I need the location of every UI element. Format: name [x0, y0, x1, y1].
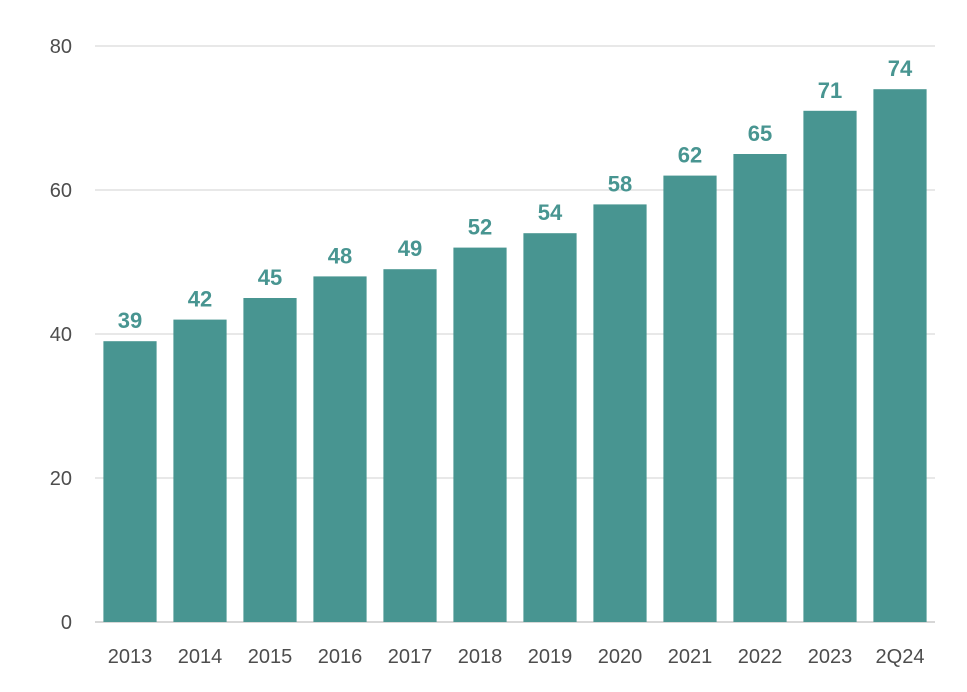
data-label: 49	[398, 236, 422, 261]
x-tick-label: 2023	[808, 646, 853, 668]
x-tick-label: 2022	[738, 646, 783, 668]
bar	[803, 110, 857, 623]
data-label: 52	[468, 215, 492, 240]
data-label: 74	[888, 56, 913, 81]
gridlines	[95, 45, 935, 623]
bar	[663, 175, 717, 622]
bar	[313, 276, 367, 622]
bar	[453, 247, 507, 622]
bar	[593, 204, 647, 622]
x-tick-label: 2021	[668, 646, 713, 668]
data-label: 48	[328, 243, 352, 268]
data-label: 71	[818, 78, 842, 103]
x-tick-label: 2016	[318, 646, 363, 668]
y-tick-label: 60	[50, 180, 72, 202]
x-tick-label: 2015	[248, 646, 293, 668]
bar	[173, 319, 227, 622]
bar	[383, 269, 437, 622]
bar	[873, 89, 927, 622]
data-label: 45	[258, 265, 282, 290]
x-axis-tick-labels: 2013 2014 2015 2016 2017 2018 2019 2020 2021 2022…	[108, 646, 925, 668]
y-tick-label: 20	[50, 468, 72, 490]
data-label: 58	[608, 171, 632, 196]
y-tick-label: 40	[50, 324, 72, 346]
data-labels: 39 42 45 48 49 52 54 58 62 65 71 74	[118, 56, 913, 333]
data-label: 42	[188, 287, 212, 312]
data-label: 39	[118, 308, 142, 333]
x-tick-label: 2014	[178, 646, 223, 668]
bar	[733, 154, 787, 622]
x-tick-label: 2018	[458, 646, 503, 668]
y-tick-label: 80	[50, 36, 72, 58]
x-tick-label: 2019	[528, 646, 573, 668]
bar	[523, 233, 577, 622]
bars	[103, 89, 927, 623]
data-label: 54	[538, 200, 563, 225]
bar	[243, 298, 297, 622]
x-tick-label: 2020	[598, 646, 643, 668]
y-axis-tick-labels: 0 20 40 60 80	[50, 36, 72, 634]
y-tick-label: 0	[61, 612, 72, 634]
bar	[103, 341, 157, 622]
x-tick-label: 2017	[388, 646, 433, 668]
x-tick-label: 2013	[108, 646, 153, 668]
x-tick-label: 2Q24	[876, 646, 925, 668]
data-label: 65	[748, 121, 772, 146]
data-label: 62	[678, 143, 702, 168]
